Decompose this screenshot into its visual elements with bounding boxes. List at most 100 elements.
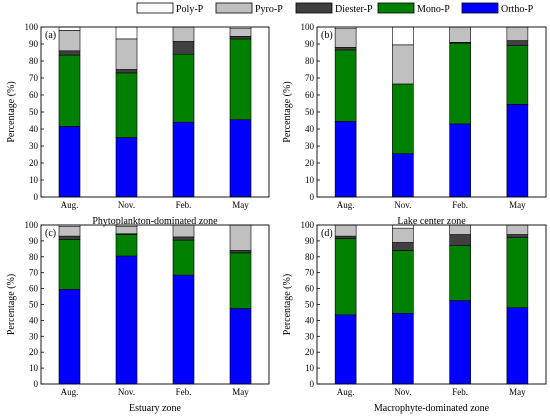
- panel-c-y-tick-label: 70: [29, 268, 39, 278]
- panel-d-x-axis-title: Macrophyte-dominated zone: [374, 403, 490, 414]
- panel-a-y-tick-label: 30: [29, 141, 39, 151]
- panel-c-x-tick-label: Feb.: [176, 387, 192, 397]
- panel-b-bar-aug-diester-p: [334, 47, 357, 51]
- panel-a-x-tick-label: Nov.: [118, 200, 135, 210]
- panel-a-bar-aug-pyro-p: [58, 30, 81, 52]
- panel-c-y-tick-label: 10: [29, 363, 39, 373]
- legend-label-mono-p: Mono-P: [417, 4, 450, 15]
- panel-b-y-tick-label: 10: [305, 175, 315, 185]
- panel-b-bar-aug-pyro-p: [334, 28, 357, 48]
- legend-label-poly-p: Poly-P: [176, 4, 204, 15]
- panel-b-x-axis-title: Lake center zone: [397, 216, 466, 227]
- panel-c-bar-may-mono-p: [229, 252, 252, 309]
- panel-a-label: (a): [45, 30, 56, 41]
- panel-c-y-tick-label: 40: [29, 315, 39, 325]
- panel-a-bar-nov-poly-p: [115, 26, 138, 40]
- panel-d-bar-may-diester-p: [506, 234, 529, 239]
- panel-a-y-tick-label: 60: [29, 90, 39, 100]
- panel-b-y-axis-label: Percentage (%): [282, 81, 293, 142]
- panel-a-bar-nov-pyro-p: [115, 38, 138, 70]
- panel-d-bar-may-ortho-p: [506, 307, 529, 385]
- panel-d-y-tick-label: 60: [305, 284, 315, 294]
- panel-b-bar-nov-pyro-p: [392, 44, 414, 85]
- panel-b-bar-feb-ortho-p: [449, 123, 471, 198]
- panel-b-bar-nov-mono-p: [392, 83, 414, 154]
- panel-b-bar-may-pyro-p: [506, 26, 529, 41]
- panel-a-bar-aug-diester-p: [58, 50, 81, 56]
- panel-b-y-tick-label: 20: [305, 158, 315, 168]
- legend-item-pyro-p: Pyro-P: [215, 2, 283, 15]
- panel-c-label: (c): [45, 228, 56, 239]
- panel-d-y-tick-label: 10: [305, 363, 315, 373]
- panel-d-bar-feb-pyro-p: [449, 224, 471, 235]
- panel-d-bar-nov-poly-p: [392, 224, 414, 229]
- panel-c-bar-feb-mono-p: [172, 239, 195, 276]
- panel-a-y-tick-label: 100: [25, 22, 39, 32]
- panel-c-y-tick-label: 80: [29, 252, 39, 262]
- panel-b-bar-feb-mono-p: [449, 42, 471, 125]
- panel-c-y-tick-label: 90: [29, 236, 39, 246]
- panel-c-bar-nov-mono-p: [115, 234, 138, 257]
- panel-a-y-tick-label: 50: [29, 107, 39, 117]
- panel-a-bar-nov-mono-p: [115, 72, 138, 138]
- panel-a-y-tick-label: 70: [29, 73, 39, 83]
- panel-a-bar-may-diester-p: [229, 36, 252, 40]
- legend-label-ortho-p: Ortho-P: [501, 4, 534, 15]
- legend-item-poly-p: Poly-P: [136, 2, 204, 15]
- legend-item-mono-p: Mono-P: [377, 2, 450, 15]
- panel-d-y-tick-label: 100: [301, 220, 315, 230]
- panel-d-bar-aug-ortho-p: [334, 314, 357, 385]
- panel-b: Aug. Nov. Feb. May 0 10 20 30 40 50 60 70 80 90 100 (b)…: [282, 22, 547, 227]
- legend-swatch-pyro-p: [215, 2, 253, 14]
- panel-a-bar-nov-ortho-p: [115, 137, 138, 198]
- panel-c-y-tick-label: 60: [29, 284, 39, 294]
- panel-b-y-tick-label: 80: [305, 56, 315, 66]
- panel-a-x-tick-label: May: [232, 200, 249, 210]
- panel-d-bar-nov-ortho-p: [392, 312, 414, 385]
- panel-c-y-tick-label: 30: [29, 331, 39, 341]
- panel-a-bar-feb-pyro-p: [172, 26, 195, 42]
- panel-a-bar-nov-diester-p: [115, 69, 138, 74]
- panel-d-y-tick-label: 20: [305, 347, 315, 357]
- panel-d-y-tick-label: 0: [310, 379, 315, 389]
- panel-c-y-axis-label: Percentage (%): [6, 274, 17, 335]
- panel-a-y-axis-label: Percentage (%): [6, 81, 17, 142]
- panel-d-bar-nov-diester-p: [392, 242, 414, 251]
- panel-c-y-tick-label: 0: [34, 379, 39, 389]
- panel-d-x-tick-label: Feb.: [452, 387, 468, 397]
- panel-c-x-axis-title: Estuary zone: [129, 403, 181, 414]
- panel-a-y-tick-label: 0: [34, 192, 39, 202]
- panel-b-y-tick-label: 60: [305, 90, 315, 100]
- panel-d-bar-feb-diester-p: [449, 234, 471, 246]
- panel-c-bar-aug-pyro-p: [58, 226, 81, 237]
- panel-a-bar-feb-diester-p: [172, 41, 195, 55]
- panel-a-bar-aug-mono-p: [58, 54, 81, 127]
- panel-b-y-tick-label: 30: [305, 141, 315, 151]
- panel-b-y-tick-label: 90: [305, 39, 315, 49]
- panel-d-bar-aug-pyro-p: [334, 224, 357, 237]
- panel-d-x-tick-label: May: [509, 387, 526, 397]
- panel-c: Aug. Nov. Feb. May 0 10 20 30 40 50 60 70 80 90 100 (c)…: [6, 220, 270, 414]
- panel-d-y-tick-label: 90: [305, 236, 315, 246]
- panel-a-y-tick-label: 10: [29, 175, 39, 185]
- legend: Poly-P Pyro-P Diester-P Mono-P Ortho-P: [136, 2, 534, 15]
- panel-c-bar-may-pyro-p: [229, 224, 252, 251]
- panel-d-x-tick-label: Nov.: [394, 387, 411, 397]
- panel-c-bar-feb-ortho-p: [172, 274, 195, 385]
- panels: Aug. Nov. Feb. May0102030405060708090100(a)…: [6, 22, 547, 414]
- legend-item-ortho-p: Ortho-P: [461, 2, 534, 15]
- panel-d-bar-nov-pyro-p: [392, 227, 414, 243]
- panel-c-bar-aug-mono-p: [58, 239, 81, 290]
- panel-b-y-tick-label: 50: [305, 107, 315, 117]
- panel-a-x-tick-label: Feb.: [176, 200, 192, 210]
- panel-d-y-axis-label: Percentage (%): [282, 274, 293, 335]
- legend-item-diester-p: Diester-P: [295, 2, 373, 15]
- panel-b-x-tick-label: May: [509, 200, 526, 210]
- panel-b-y-tick-label: 70: [305, 73, 315, 83]
- panel-d-bar-aug-mono-p: [334, 238, 357, 316]
- panel-a-bar-may-pyro-p: [229, 28, 252, 37]
- legend-swatch-poly-p: [136, 2, 174, 14]
- panel-a-x-tick-label: Aug.: [61, 200, 79, 210]
- panel-d-y-tick-label: 30: [305, 331, 315, 341]
- panel-b-label: (b): [321, 30, 333, 41]
